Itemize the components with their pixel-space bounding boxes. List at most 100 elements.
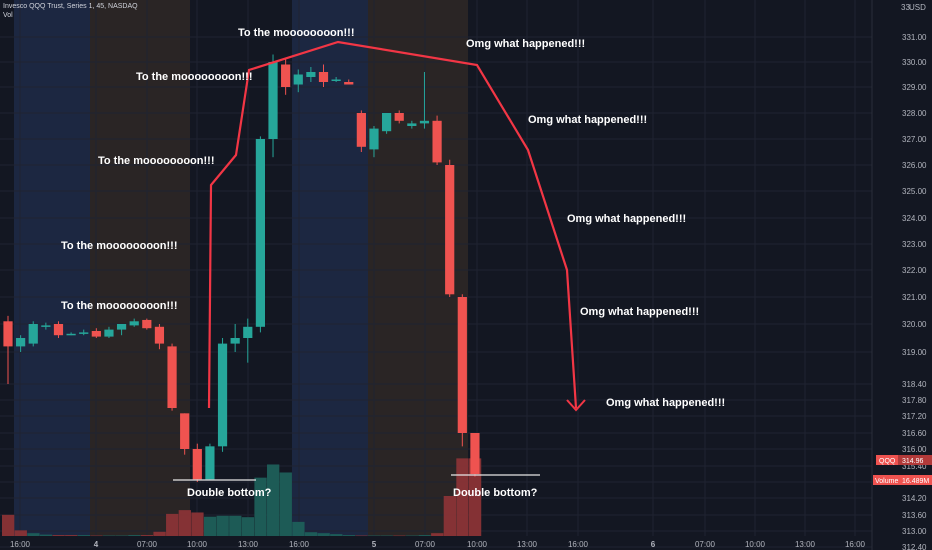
candle-body	[28, 324, 38, 344]
time-tick-label: 5	[372, 540, 377, 549]
volume-bar	[443, 496, 456, 536]
price-tick-label: 328.00	[902, 109, 927, 118]
candle-body	[116, 324, 127, 330]
volume-bar	[304, 532, 318, 536]
time-axis: 16:00 4 07:00 10:00 13:00 16:00 5 07:00 10:00 13:…	[10, 540, 866, 549]
volume-bar	[229, 515, 242, 536]
volume-bar	[279, 472, 292, 536]
candle-body	[16, 338, 26, 347]
candle-body	[129, 321, 139, 326]
crash-annotation: Omg what happened!!!	[567, 213, 686, 225]
time-tick-label: 13:00	[517, 540, 538, 549]
moon-annotation: To the moooooooon!!!	[136, 71, 252, 83]
time-tick-label: 10:00	[187, 540, 208, 549]
time-tick-label: 10:00	[467, 540, 488, 549]
volume-bar	[191, 512, 204, 536]
volume-bar	[115, 535, 128, 537]
price-tick-label: 324.00	[902, 214, 927, 223]
price-tick-label: 317.20	[902, 412, 927, 421]
price-tick-label: 312.40	[902, 543, 927, 550]
time-tick-label: 6	[651, 540, 656, 549]
volume-bar	[39, 534, 53, 536]
candle-body	[217, 343, 228, 447]
moon-annotation: To the moooooooon!!!	[238, 27, 354, 39]
candle-body	[356, 113, 366, 147]
price-tick-label: 316.60	[902, 429, 927, 438]
candle-body	[445, 165, 455, 295]
svg-text:Volume: Volume	[875, 478, 898, 485]
axis-top-label: 33	[901, 3, 910, 12]
price-tick-label: 321.00	[902, 293, 927, 302]
candles	[3, 54, 480, 482]
volume-bar	[14, 530, 27, 536]
grid	[0, 0, 872, 548]
price-tick-label: 319.00	[902, 348, 927, 357]
volume-bar	[178, 510, 191, 536]
candle-body	[331, 79, 341, 81]
crash-annotation: Omg what happened!!!	[580, 306, 699, 318]
candle-body	[205, 446, 215, 480]
volume-bar	[342, 535, 356, 536]
price-tick-label: 314.20	[902, 494, 927, 503]
volume-bar	[128, 535, 141, 536]
svg-text:314.96: 314.96	[902, 458, 924, 465]
candle-body	[293, 74, 303, 85]
volume-bar	[367, 535, 381, 537]
volume-bar	[166, 513, 179, 536]
crash-annotation: Omg what happened!!!	[466, 38, 585, 50]
candle-body	[382, 113, 392, 132]
price-tick-label: 326.00	[902, 161, 927, 170]
candle-body	[192, 449, 202, 480]
volume-bar	[90, 535, 103, 537]
symbol-title: Invesco QQQ Trust, Series 1, 45, NASDAQ	[3, 3, 138, 10]
price-tick-label: 313.60	[902, 511, 927, 520]
candle-body	[369, 128, 379, 150]
volume-bar	[216, 515, 229, 536]
price-tick-label: 331.00	[902, 33, 927, 42]
candle-body	[344, 82, 354, 85]
session-bands	[14, 0, 468, 536]
candle-body	[91, 331, 101, 337]
candle-body	[318, 72, 329, 82]
candle-body	[432, 120, 442, 163]
candle-body	[394, 113, 404, 121]
candle-body	[142, 319, 152, 329]
candle-body	[255, 139, 265, 327]
time-tick-label: 16:00	[10, 540, 31, 549]
time-tick-label: 07:00	[415, 540, 436, 549]
volume-bar	[102, 535, 116, 537]
candle-body	[3, 321, 13, 347]
time-tick-label: 07:00	[695, 540, 716, 549]
candle-body	[281, 64, 291, 87]
volume-bar	[140, 535, 154, 536]
candle-body	[104, 329, 114, 337]
time-tick-label: 16:00	[845, 540, 866, 549]
svg-text:16.489M: 16.489M	[902, 478, 929, 485]
volume-bar	[153, 531, 166, 536]
candle-body	[306, 72, 316, 77]
volume-bar	[418, 535, 431, 536]
currency-label: USD	[909, 3, 926, 12]
volume-bars	[2, 458, 482, 537]
volume-indicator-label: Vol	[3, 12, 13, 19]
candle-body	[243, 326, 253, 338]
volume-bar	[65, 535, 78, 536]
double-bottom-label: Double bottom?	[453, 487, 538, 499]
premarket-band	[90, 0, 190, 536]
double-bottom-label: Double bottom?	[187, 487, 272, 499]
volume-bar	[241, 517, 255, 536]
candle-body	[41, 325, 51, 327]
volume-bar	[203, 516, 217, 536]
price-tick-label: 316.00	[902, 445, 927, 454]
crash-annotation: Omg what happened!!!	[528, 114, 647, 126]
price-tick-label: 320.00	[902, 320, 927, 329]
volume-bar	[380, 535, 393, 537]
time-tick-label: 13:00	[795, 540, 816, 549]
price-tick-label: 315.40	[902, 462, 927, 471]
price-tick-label: 322.00	[902, 266, 927, 275]
volume-bar	[77, 535, 91, 536]
volume-bar	[468, 458, 482, 536]
moon-crash-trend-line	[207, 40, 578, 409]
price-tick-label: 329.00	[902, 83, 927, 92]
